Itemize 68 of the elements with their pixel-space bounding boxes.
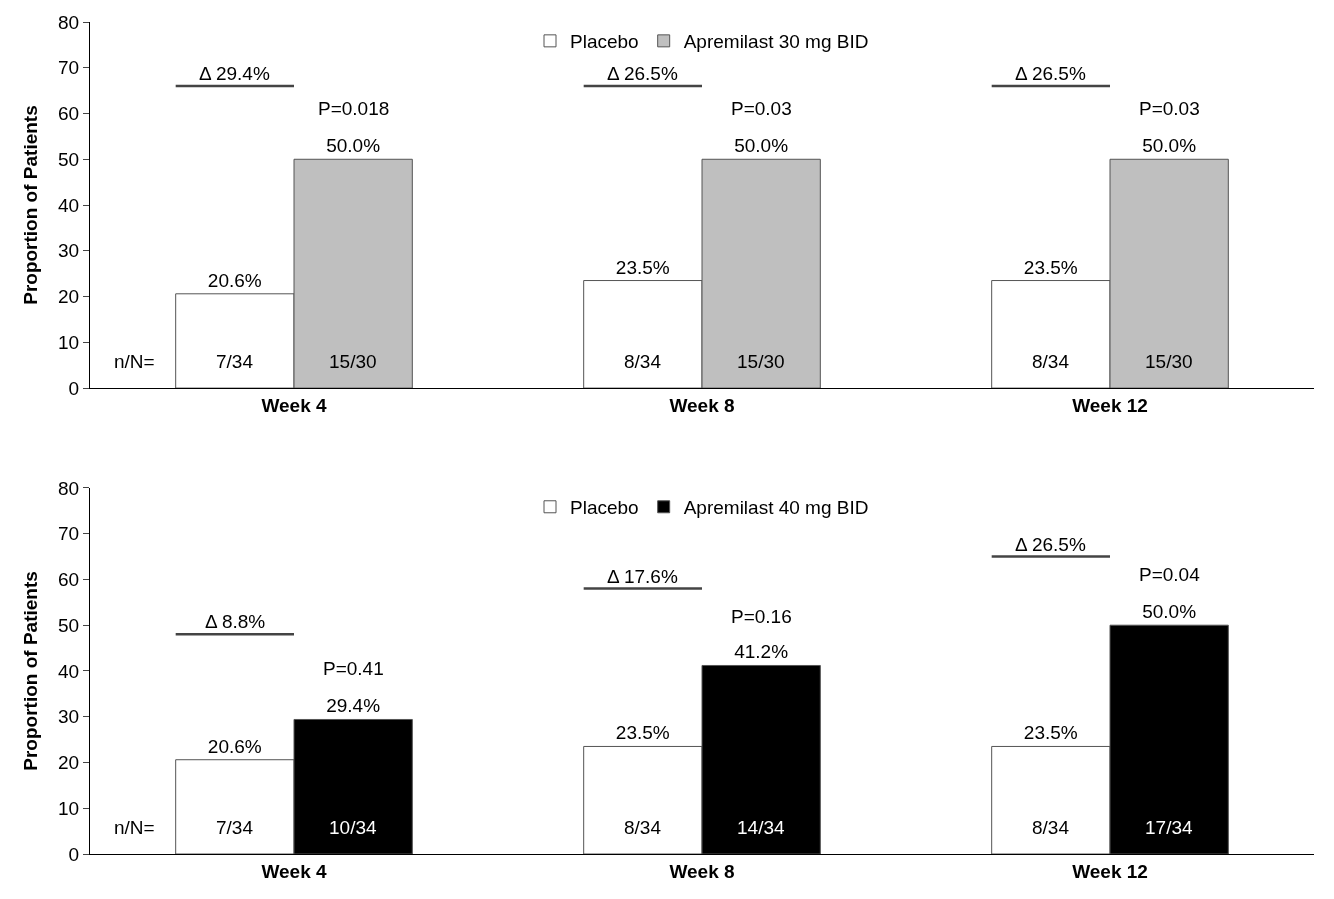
annotation: n/N= xyxy=(114,351,155,372)
annotation: 7/34 xyxy=(216,351,254,372)
data-label: 23.5% xyxy=(615,722,670,744)
annotation: P=0.018 xyxy=(318,98,390,119)
y-tick-label: 60 xyxy=(58,569,80,591)
y-tick-label: 10 xyxy=(58,797,80,819)
x-tick-label: Week 4 xyxy=(261,860,327,882)
annotation: Δ 8.8% xyxy=(205,611,266,632)
y-tick-label: 0 xyxy=(68,377,80,399)
annotation: 7/34 xyxy=(216,817,254,838)
x-tick-label: Week 8 xyxy=(669,394,735,416)
y-tick-label: 50 xyxy=(58,148,80,170)
y-axis-title: Proportion of Patients xyxy=(19,571,41,771)
annotation: 10/34 xyxy=(329,817,377,838)
y-tick-label: 10 xyxy=(58,331,80,353)
annotation: 15/30 xyxy=(737,351,785,372)
legend-label: Placebo xyxy=(570,497,639,519)
data-label: 29.4% xyxy=(326,695,381,717)
y-tick-label: 50 xyxy=(58,614,80,636)
data-label: 23.5% xyxy=(615,256,670,278)
data-label: 50.0% xyxy=(326,135,381,157)
annotation: n/N= xyxy=(114,817,155,838)
legend-label: Apremilast 40 mg BID xyxy=(683,497,869,519)
annotation: 8/34 xyxy=(1032,817,1070,838)
annotation: P=0.04 xyxy=(1139,564,1201,585)
y-tick-label: 80 xyxy=(58,477,80,499)
y-tick-label: 60 xyxy=(58,103,80,125)
y-tick-label: 0 xyxy=(68,843,80,865)
x-tick-label: Week 4 xyxy=(261,394,327,416)
legend-label: Apremilast 30 mg BID xyxy=(683,31,869,53)
x-tick-label: Week 12 xyxy=(1072,860,1148,882)
annotation: P=0.03 xyxy=(1139,98,1200,119)
y-tick-label: 70 xyxy=(58,523,80,545)
annotation: 17/34 xyxy=(1145,817,1193,838)
data-label: 23.5% xyxy=(1023,256,1078,278)
legend-label: Placebo xyxy=(570,31,639,53)
y-tick-label: 80 xyxy=(58,11,80,33)
data-label: 41.2% xyxy=(734,641,789,663)
annotation: 15/30 xyxy=(329,351,377,372)
annotation: 14/34 xyxy=(737,817,785,838)
annotation: 15/30 xyxy=(1145,351,1193,372)
data-label: 50.0% xyxy=(734,135,789,157)
data-label: 20.6% xyxy=(207,735,262,757)
annotation: Δ 17.6% xyxy=(607,566,678,587)
y-tick-label: 20 xyxy=(58,286,80,308)
annotation: Δ 26.5% xyxy=(1015,534,1086,555)
x-tick-label: Week 12 xyxy=(1072,394,1148,416)
data-label: 23.5% xyxy=(1023,722,1078,744)
y-axis-title: Proportion of Patients xyxy=(19,105,41,305)
annotation: 8/34 xyxy=(624,351,662,372)
y-tick-label: 20 xyxy=(58,752,80,774)
data-label: 20.6% xyxy=(207,269,262,291)
annotation: P=0.41 xyxy=(323,658,384,679)
x-tick-label: Week 8 xyxy=(669,860,735,882)
data-label: 50.0% xyxy=(1142,135,1197,157)
annotation: Δ 26.5% xyxy=(1015,63,1086,84)
annotation: 8/34 xyxy=(624,817,662,838)
annotation: Δ 29.4% xyxy=(199,63,270,84)
y-tick-label: 30 xyxy=(58,706,80,728)
y-tick-label: 40 xyxy=(58,194,80,216)
data-label: 50.0% xyxy=(1142,601,1197,623)
y-tick-label: 70 xyxy=(58,57,80,79)
y-tick-label: 40 xyxy=(58,660,80,682)
y-tick-label: 30 xyxy=(58,240,80,262)
annotation: P=0.03 xyxy=(731,98,792,119)
annotation: 8/34 xyxy=(1032,351,1070,372)
annotation: P=0.16 xyxy=(731,606,792,627)
annotation: Δ 26.5% xyxy=(607,63,678,84)
